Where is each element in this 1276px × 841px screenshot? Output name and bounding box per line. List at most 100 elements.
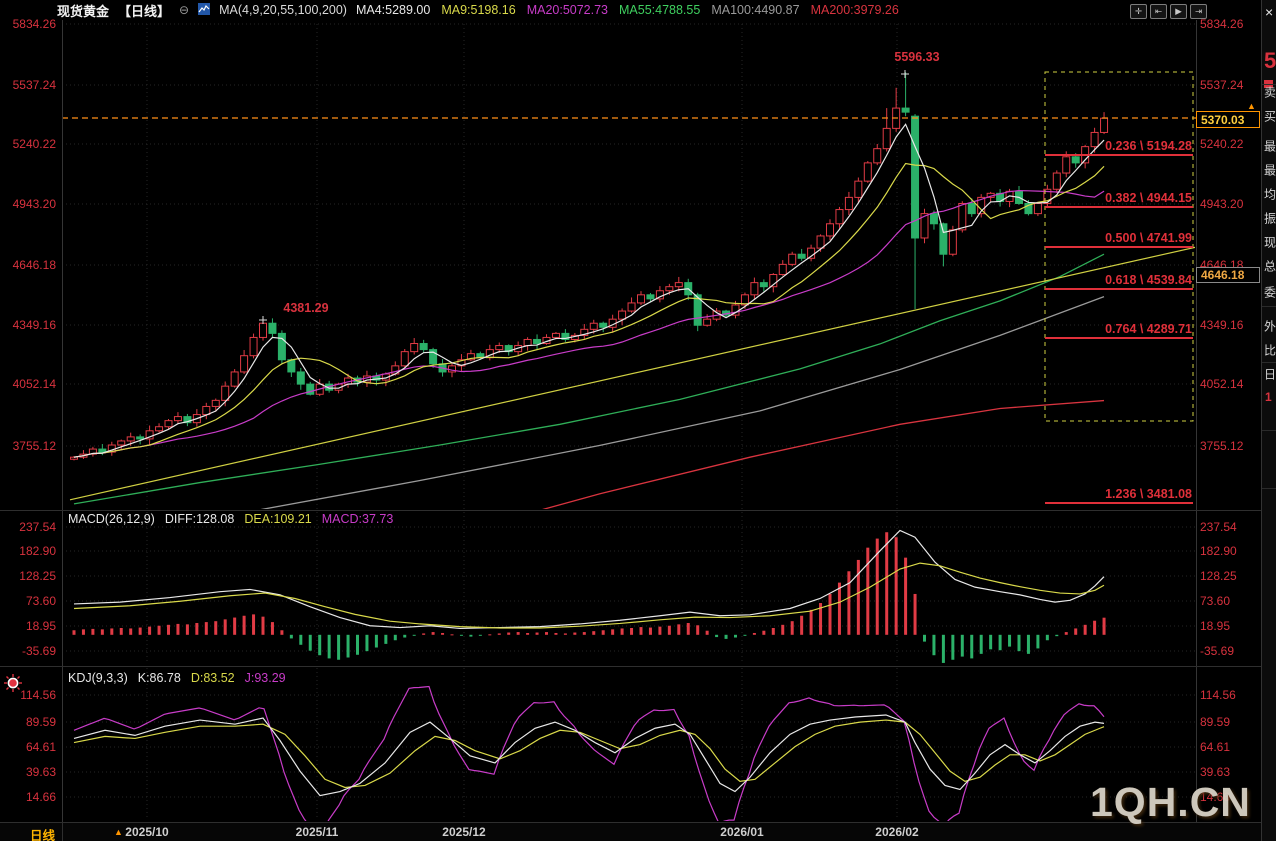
axis-label: 4349.16 xyxy=(1200,318,1244,332)
quote-panel-field: 振 xyxy=(1264,211,1276,226)
kdj-header: KDJ(9,3,3) K:86.78 D:83.52 J:93.29 xyxy=(68,671,286,685)
axis-label: 89.59 xyxy=(1200,715,1231,729)
quote-panel-field: 均 xyxy=(1264,187,1276,202)
indicator-value: DIFF:128.08 xyxy=(164,512,235,526)
chart-header: 现货黄金 【日线】 ⊖ MA(4,9,20,55,100,200) MA4:52… xyxy=(0,0,1262,20)
right-axis-line xyxy=(1196,20,1197,822)
quote-panel-divider xyxy=(1262,84,1276,85)
level-price-badge: 4646.18 xyxy=(1196,267,1260,283)
fib-label: 0.618 \ 4539.84 xyxy=(1105,273,1192,287)
play-forward-icon[interactable]: ▶ xyxy=(1170,4,1187,19)
swing-high-label: 4381.29 xyxy=(283,301,328,315)
axis-label: 14.66 xyxy=(25,790,56,804)
date-label: 2026/01 xyxy=(720,825,764,839)
scale-left-icon[interactable]: ⇤ xyxy=(1150,4,1167,19)
fib-label: 0.764 \ 4289.71 xyxy=(1105,322,1192,336)
fib-label: 0.500 \ 4741.99 xyxy=(1105,231,1192,245)
axis-label: 4349.16 xyxy=(12,318,56,332)
sun-marker-icon xyxy=(4,674,22,692)
ma-value: MA9:5198.16 xyxy=(441,3,516,17)
axis-label: 3755.12 xyxy=(1200,439,1244,453)
watermark: 1QH.CN xyxy=(1090,779,1251,825)
axis-label: 4646.18 xyxy=(12,258,56,272)
date-label: 2025/10 xyxy=(125,825,169,839)
quote-panel-field: 现 xyxy=(1264,235,1276,250)
fib-label: 1.236 \ 3481.08 xyxy=(1105,487,1192,501)
kdj-separator xyxy=(0,666,1262,667)
kdj-panel xyxy=(73,685,1105,821)
axis-label: 4052.14 xyxy=(12,377,56,391)
axis-label: 39.63 xyxy=(1200,765,1231,779)
period-selector[interactable]: 日线 xyxy=(30,829,56,841)
quote-panel-field: 外 xyxy=(1264,319,1276,334)
axis-label: 5240.22 xyxy=(1200,137,1244,151)
date-label: 2025/11 xyxy=(295,825,339,839)
date-label: 2026/02 xyxy=(875,825,919,839)
axis-label: 64.61 xyxy=(25,740,56,754)
axis-label: 128.25 xyxy=(19,569,56,583)
axis-label: 237.54 xyxy=(19,520,56,534)
goto-latest-icon[interactable]: ⇥ xyxy=(1190,4,1207,19)
period-arrow-icon[interactable]: ▲ xyxy=(114,827,123,837)
axis-label: 114.56 xyxy=(1200,688,1236,702)
gridlines xyxy=(62,23,1196,820)
axis-label: 5537.24 xyxy=(1200,78,1244,92)
ma-value: MA4:5289.00 xyxy=(355,3,431,17)
quote-panel-field: 总 xyxy=(1264,259,1276,274)
axis-label: 5240.22 xyxy=(12,137,56,151)
current-price-badge: 5370.03 xyxy=(1196,111,1260,128)
left-axis-line xyxy=(62,20,63,822)
period-tag: 【日线】 xyxy=(118,3,171,19)
axis-label: 73.60 xyxy=(1200,594,1231,608)
axis-label: 5537.24 xyxy=(12,78,56,92)
axis-label: 3755.12 xyxy=(12,439,56,453)
chart-toolbar: ✛ ⇤ ▶ ⇥ xyxy=(1130,4,1207,19)
ma-group-label: MA(4,9,20,55,100,200) xyxy=(219,3,347,17)
ma-value: MA55:4788.55 xyxy=(619,3,701,17)
axis-label: 4943.20 xyxy=(12,197,56,211)
chart-type-icon[interactable] xyxy=(198,2,211,18)
axis-label: 39.63 xyxy=(25,765,56,779)
axis-label: 18.95 xyxy=(25,619,56,633)
quote-panel-field: 最 xyxy=(1264,139,1276,154)
candles xyxy=(70,72,1109,461)
indicator-value: D:83.52 xyxy=(190,671,235,685)
quote-panel-divider xyxy=(1262,362,1276,363)
symbol-title: 现货黄金 xyxy=(57,3,110,19)
indicator-value: KDJ(9,3,3) xyxy=(68,671,128,685)
indicator-value: DEA:109.21 xyxy=(244,512,312,526)
quote-panel-field: 最 xyxy=(1264,163,1276,178)
quote-footer-digit: 1 xyxy=(1265,390,1272,404)
axis-label: 89.59 xyxy=(25,715,56,729)
collapse-icon[interactable]: ⊖ xyxy=(179,3,190,17)
axis-label: 4052.14 xyxy=(1200,377,1244,391)
axis-label: 4943.20 xyxy=(1200,197,1244,211)
indicator-value: J:93.29 xyxy=(244,671,286,685)
bottom-bar-divider xyxy=(62,823,63,841)
axis-label: 5834.26 xyxy=(1200,17,1244,31)
pan-move-icon[interactable]: ✛ xyxy=(1130,4,1147,19)
quote-panel-field: 买 xyxy=(1264,109,1276,124)
quote-panel-field: 比 xyxy=(1264,343,1276,358)
swing-high-label: 5596.33 xyxy=(894,50,939,64)
macd-header: MACD(26,12,9) DIFF:128.08 DEA:109.21 MACD:3… xyxy=(68,512,393,526)
indicator-value: MACD(26,12,9) xyxy=(68,512,155,526)
close-icon[interactable]: × xyxy=(1265,4,1274,20)
axis-label: 18.95 xyxy=(1200,619,1231,633)
fib-label: 0.382 \ 4944.15 xyxy=(1105,191,1192,205)
quote-panel-field: 委 xyxy=(1264,285,1276,300)
price-up-arrow-icon: ▲ xyxy=(1247,101,1256,111)
axis-label: 64.61 xyxy=(1200,740,1231,754)
axis-label: 14.66 xyxy=(1200,790,1231,804)
time-axis-bar: 日线 ▲ 2025/10 2025/11 2025/12 2026/01 2026/02 xyxy=(0,822,1262,841)
macd-separator xyxy=(0,510,1262,511)
quote-panel-clipped: × 5 1 卖买最最均振现总委外比日 xyxy=(1261,0,1276,841)
fib-label: 0.236 \ 5194.28 xyxy=(1105,139,1192,153)
ma-value: MA20:5072.73 xyxy=(526,3,608,17)
axis-label: 5834.26 xyxy=(12,17,56,31)
axis-label: 182.90 xyxy=(1200,544,1237,558)
axis-label: 237.54 xyxy=(1200,520,1237,534)
quote-panel-divider xyxy=(1262,306,1276,307)
